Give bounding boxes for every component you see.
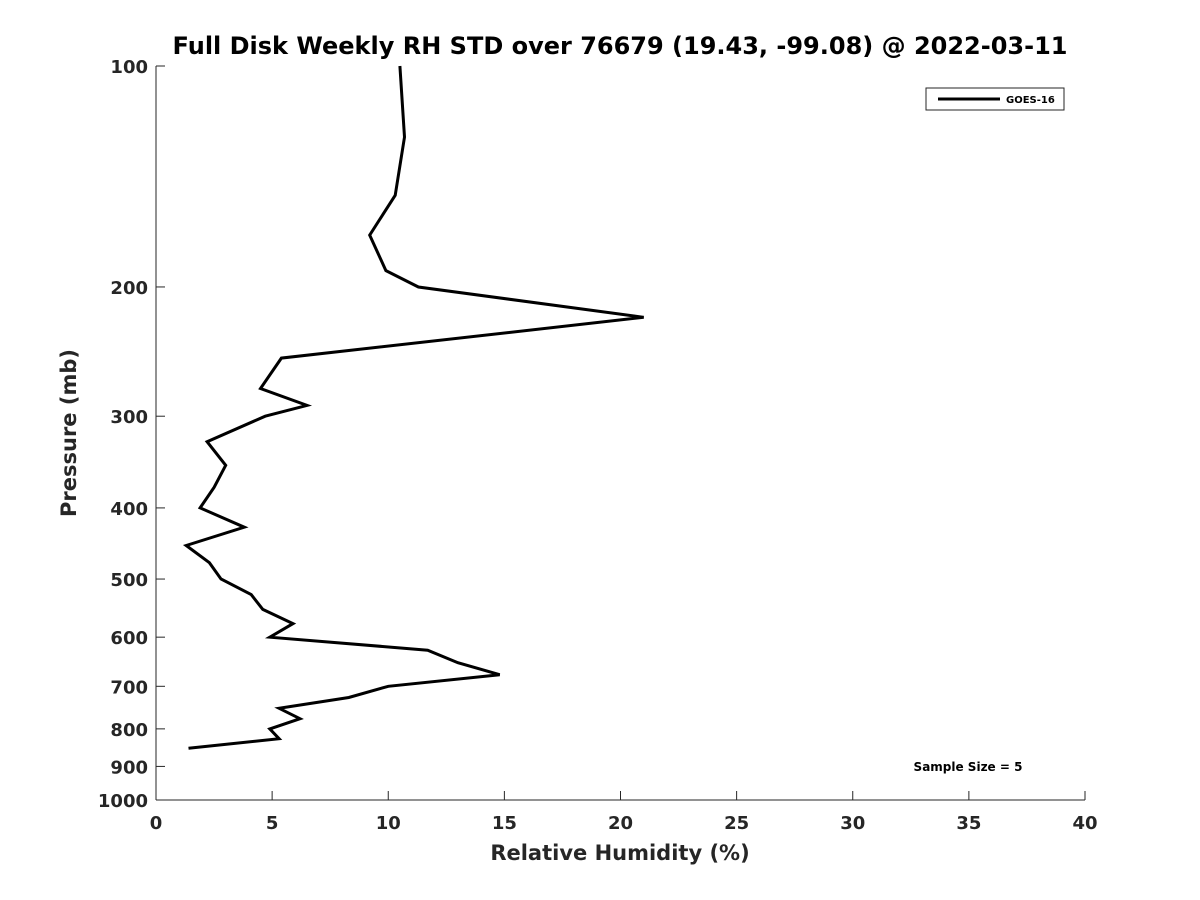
y-tick-label-800: 800 bbox=[110, 720, 148, 741]
x-tick-label-30: 30 bbox=[840, 813, 865, 834]
y-axis-label: Pressure (mb) bbox=[57, 349, 81, 517]
x-tick-label-35: 35 bbox=[956, 813, 981, 834]
y-tick-label-600: 600 bbox=[110, 628, 148, 649]
y-tick-label-500: 500 bbox=[110, 570, 148, 591]
x-tick-label-20: 20 bbox=[608, 813, 633, 834]
y-tick-label-1000: 1000 bbox=[98, 791, 148, 812]
x-axis-label: Relative Humidity (%) bbox=[490, 841, 749, 865]
y-tick-label-100: 100 bbox=[110, 57, 148, 78]
y-axis-ticks: 100 200 300 400 500 600 700 800 900 1000 bbox=[98, 57, 165, 812]
legend: GOES-16 bbox=[925, 87, 1065, 111]
y-tick-label-400: 400 bbox=[110, 499, 148, 520]
y-tick-label-300: 300 bbox=[110, 407, 148, 428]
x-tick-label-25: 25 bbox=[724, 813, 749, 834]
chart-title: Full Disk Weekly RH STD over 76679 (19.4… bbox=[173, 32, 1068, 60]
x-axis-ticks: 0 5 10 15 20 25 30 35 40 bbox=[150, 791, 1098, 834]
x-tick-label-5: 5 bbox=[266, 813, 279, 834]
legend-label-goes-16: GOES-16 bbox=[1006, 95, 1055, 106]
x-tick-label-0: 0 bbox=[150, 813, 163, 834]
y-tick-label-900: 900 bbox=[110, 757, 148, 778]
series-points bbox=[186, 65, 644, 749]
sample-size-annotation: Sample Size = 5 bbox=[914, 760, 1023, 774]
y-tick-label-700: 700 bbox=[110, 677, 148, 698]
y-tick-label-200: 200 bbox=[110, 278, 148, 299]
x-tick-label-15: 15 bbox=[492, 813, 517, 834]
x-tick-label-40: 40 bbox=[1072, 813, 1097, 834]
x-tick-label-10: 10 bbox=[376, 813, 401, 834]
